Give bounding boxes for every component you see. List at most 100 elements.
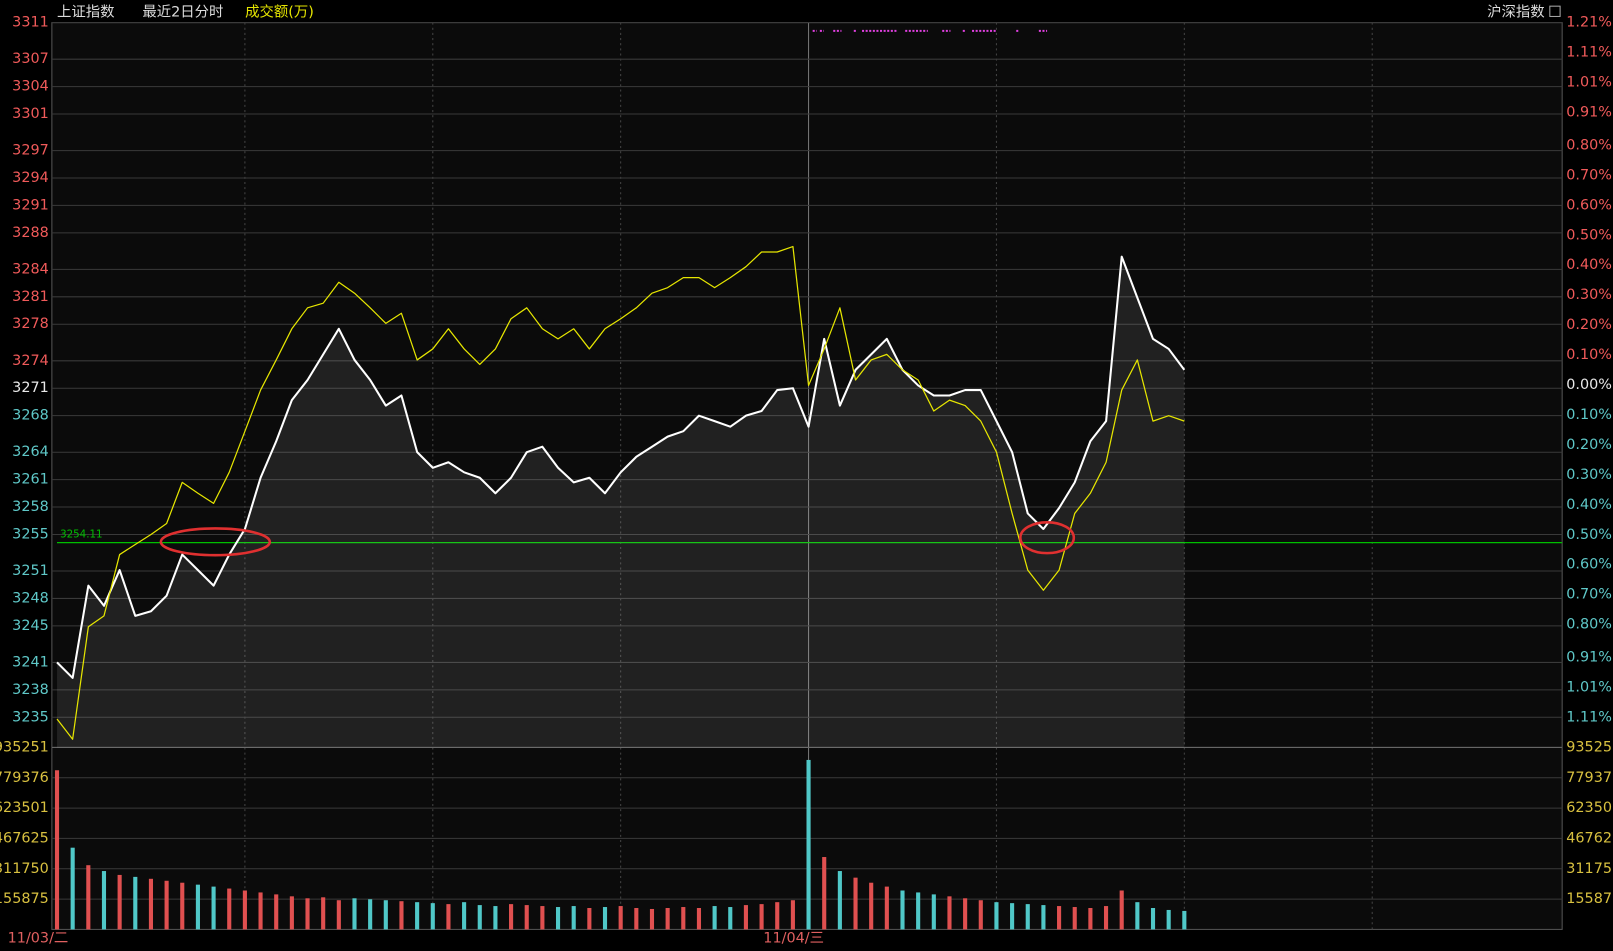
- volume-bar: [70, 847, 75, 930]
- y2-tick-label: 0.30%: [1566, 287, 1612, 303]
- volume-bar: [1041, 905, 1046, 930]
- volume-bar: [289, 896, 294, 930]
- volume-bar: [383, 900, 388, 930]
- volume-bar: [258, 892, 263, 930]
- y-tick-label: 3261: [12, 472, 49, 488]
- volume-bar: [681, 907, 686, 930]
- x-tick-label: 11/03/二: [8, 931, 69, 947]
- volume-bar: [900, 890, 905, 930]
- volume-bar: [86, 865, 91, 930]
- volume-bar: [227, 888, 232, 930]
- volume-bar: [509, 904, 514, 930]
- y-tick-label: 3255: [12, 526, 49, 542]
- volume-bar: [1057, 906, 1062, 930]
- y-tick-label: 3274: [12, 353, 49, 369]
- volume-bar: [743, 905, 748, 930]
- volume-bar: [1119, 890, 1124, 930]
- y2-tick-label: 0.10%: [1566, 407, 1612, 423]
- price-area: [57, 256, 1185, 748]
- highlight-ellipse: [159, 527, 272, 557]
- volume-bar: [1182, 910, 1187, 930]
- volume-bar: [853, 877, 858, 930]
- volume-bar: [931, 894, 936, 930]
- volume-bar: [352, 898, 357, 930]
- y2-tick-label: 0.70%: [1566, 167, 1612, 183]
- index-label: 沪深指数: [1487, 3, 1545, 20]
- y2-tick-label: 1.11%: [1566, 709, 1612, 725]
- volume-tick-label: 779376: [0, 770, 49, 786]
- volume-tick-label: 935251: [0, 739, 49, 755]
- volume-bar: [1150, 908, 1156, 930]
- volume-bar: [1025, 904, 1030, 930]
- y2-tick-label: 0.50%: [1566, 527, 1612, 543]
- volume-bar: [101, 871, 107, 930]
- highlight-ellipse: [1019, 520, 1076, 555]
- y2-tick-label: 1.01%: [1566, 75, 1612, 91]
- volume-tick-label: 623501: [0, 800, 49, 816]
- y-tick-label: 3291: [12, 197, 49, 213]
- y-tick-label: 3248: [12, 590, 49, 606]
- volume-tick-label-right: 311750: [1566, 861, 1613, 877]
- volume-bar: [524, 905, 529, 930]
- volume-bar: [1072, 907, 1077, 930]
- y-tick-label: 3271: [12, 380, 49, 396]
- volume-bar: [963, 898, 968, 930]
- y-tick-label: 3311: [12, 15, 49, 31]
- volume-bar: [884, 886, 889, 930]
- labels: 3311 3307 3304 3301 3297 3294 3291 3288 3284 3281…: [0, 15, 1613, 947]
- y2-tick-label: 0.80%: [1566, 137, 1612, 153]
- chart-subtitle: 最近2日分时: [142, 3, 223, 20]
- volume-bar: [540, 906, 545, 930]
- volume-bar: [916, 892, 921, 930]
- y2-tick-label: 0.70%: [1566, 587, 1612, 603]
- volume-bar: [602, 907, 608, 930]
- y-tick-label: 3264: [12, 444, 49, 460]
- volume-bar: [242, 890, 247, 930]
- volume-bar: [571, 906, 576, 930]
- y-tick-label: 3301: [12, 106, 49, 122]
- y2-tick-label: 1.11%: [1566, 45, 1612, 61]
- y-tick-label: 3245: [12, 618, 49, 634]
- reference-label: 3254.11: [60, 528, 102, 540]
- y-tick-label: 3284: [12, 261, 49, 277]
- y-tick-label: 3288: [12, 225, 49, 241]
- y2-tick-label: 0.00%: [1566, 377, 1612, 393]
- volume-bar: [117, 874, 122, 930]
- volume-bar: [477, 905, 482, 930]
- y-tick-label: 3307: [12, 51, 49, 67]
- price-line: [56, 245, 1185, 740]
- y-tick-label: 3238: [12, 682, 49, 698]
- y-tick-label: 3241: [12, 654, 49, 670]
- volume-bar: [493, 906, 498, 930]
- volume-bar: [1010, 903, 1015, 930]
- y2-tick-label: 0.91%: [1566, 104, 1612, 120]
- volume-bar: [133, 876, 138, 930]
- y2-tick-label: 0.20%: [1566, 437, 1612, 453]
- volume-bar: [712, 906, 717, 930]
- y2-tick-label: 0.40%: [1566, 257, 1612, 273]
- volume-bar: [305, 898, 310, 930]
- volume-bar: [790, 900, 795, 930]
- volume-bar: [274, 894, 279, 930]
- volume-bar: [415, 902, 420, 930]
- volume-tick-label-right: 155875: [1566, 891, 1613, 907]
- volume-tick-label-right: 623501: [1566, 800, 1613, 816]
- y2-tick-label: 0.40%: [1566, 497, 1612, 513]
- y-tick-label: 3304: [12, 79, 49, 95]
- volume-title: 成交额(万): [245, 2, 314, 20]
- volume-bar: [54, 770, 60, 930]
- y-tick-label: 3235: [12, 709, 49, 725]
- volume-bar: [1135, 902, 1140, 930]
- volume-bar: [775, 902, 780, 930]
- volume-bar: [1103, 906, 1109, 930]
- marks: [54, 245, 1563, 930]
- y-tick-label: 3251: [12, 563, 49, 579]
- y2-tick-label: 0.20%: [1566, 317, 1612, 333]
- icon-box: [1549, 5, 1561, 17]
- volume-bar: [321, 897, 326, 930]
- y-tick-label: 3278: [12, 316, 49, 332]
- y2-tick-label: 0.80%: [1566, 617, 1612, 633]
- volume-tick-label-right: 467625: [1566, 830, 1613, 846]
- y-tick-label: 3268: [12, 408, 49, 424]
- volume-bar: [759, 904, 764, 930]
